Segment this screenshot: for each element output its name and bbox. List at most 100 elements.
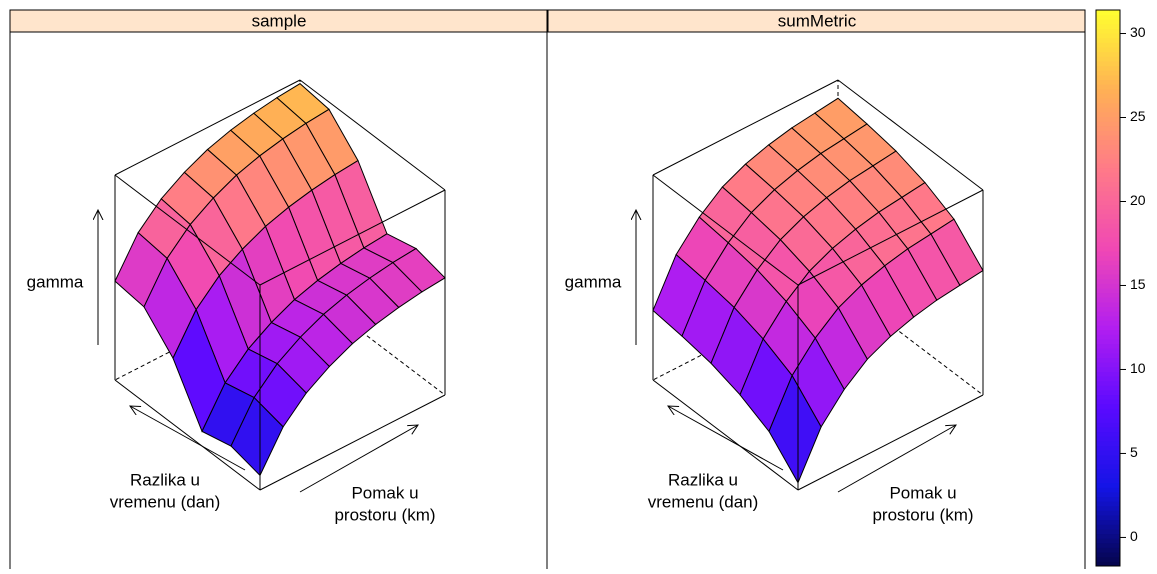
colorkey-band [1096,199,1120,206]
panel-title: sumMetric [778,11,857,30]
colorkey-band [1096,93,1120,99]
colorkey-band [1096,311,1120,317]
colorkey-band [1096,172,1120,178]
colorkey-band [1096,552,1120,558]
surface-facet [768,374,822,484]
colorkey-band [1096,362,1120,368]
box-edge [652,379,799,491]
y-label: Razlika u [668,470,738,489]
colorkey-band [1096,186,1120,192]
colorkey-tick-label: 5 [1130,444,1138,460]
colorkey-band [1096,167,1120,173]
colorkey-band [1096,301,1120,308]
colorkey-band [1096,158,1120,164]
colorkey-band [1096,237,1120,243]
x-arrow [837,425,956,493]
colorkey-band [1096,306,1120,312]
colorkey-band [1096,510,1120,516]
colorkey-band [1096,352,1120,358]
colorkey-band [1096,56,1120,62]
colorkey-band [1096,60,1120,67]
colorkey-band [1096,505,1120,511]
colorkey-band [1096,325,1120,331]
colorkey-band [1096,477,1120,484]
colorkey-band [1096,209,1120,215]
colorkey-band [1096,70,1120,76]
colorkey-band [1096,42,1120,48]
colorkey-band [1096,218,1120,224]
colorkey-band [1096,366,1120,372]
colorkey-frame [1095,9,1121,567]
colorkey-band [1096,385,1120,391]
colorkey-band [1096,181,1120,187]
box-edge [259,394,446,491]
colorkey-band [1096,269,1120,275]
colorkey-band [1096,487,1120,493]
colorkey-band [1096,250,1120,257]
colorkey-tick-label: 0 [1130,528,1138,544]
y-label: vremenu (dan) [648,492,759,511]
x-label: prostoru (km) [334,505,435,524]
colorkey-band [1096,334,1120,340]
x-label: Pomak u [889,483,956,502]
colorkey-band [1096,264,1120,270]
colorkey-band [1096,501,1120,507]
x-arrow [299,425,418,493]
box-edge [797,394,984,491]
colorkey-band [1096,111,1120,118]
colorkey-tick-label: 25 [1130,108,1146,124]
colorkey-band [1096,283,1120,289]
colorkey-band [1096,227,1120,233]
colorkey-band [1096,496,1120,502]
surface-facet [230,396,284,477]
colorkey-band [1096,464,1120,470]
colorkey-band [1096,65,1120,71]
colorkey-band [1096,139,1120,145]
colorkey-band [1096,47,1120,53]
colorkey-band [1096,116,1120,122]
colorkey-band [1096,399,1120,405]
y-label: Razlika u [130,470,200,489]
colorkey-band [1096,107,1120,113]
colorkey-band [1096,297,1120,303]
x-label: prostoru (km) [872,505,973,524]
colorkey-band [1096,33,1120,39]
z-label: gamma [27,272,84,291]
colorkey-band [1096,135,1120,141]
colorkey-band [1096,454,1120,460]
colorkey-band [1096,84,1120,90]
colorkey-tick-label: 20 [1130,192,1146,208]
colorkey-band [1096,427,1120,433]
colorkey-band [1096,102,1120,108]
colorkey-band [1096,149,1120,155]
box-edge [114,379,261,491]
colorkey-band [1096,121,1120,127]
y-arrow [668,406,784,471]
colorkey-band [1096,28,1120,34]
colorkey-band [1096,491,1120,497]
colorkey-band [1096,413,1120,419]
colorkey-band [1096,19,1120,25]
colorkey-band [1096,482,1120,488]
y-label: vremenu (dan) [110,492,221,511]
colorkey-band [1096,376,1120,382]
colorkey-band [1096,547,1120,553]
colorkey-band [1096,357,1120,363]
colorkey-band [1096,274,1120,280]
colorkey-band [1096,528,1120,535]
colorkey-band [1096,515,1120,521]
colorkey-band [1096,288,1120,294]
colorkey-band [1096,213,1120,219]
colorkey-band [1096,125,1120,131]
z-label: gamma [565,272,622,291]
colorkey-band [1096,190,1120,196]
colorkey-band [1096,524,1120,530]
colorkey-band [1096,223,1120,229]
colorkey-band [1096,153,1120,159]
colorkey-band [1096,232,1120,238]
x-label: Pomak u [351,483,418,502]
box-edge [259,189,446,286]
box-edge [837,79,984,191]
colorkey-band [1096,14,1120,20]
